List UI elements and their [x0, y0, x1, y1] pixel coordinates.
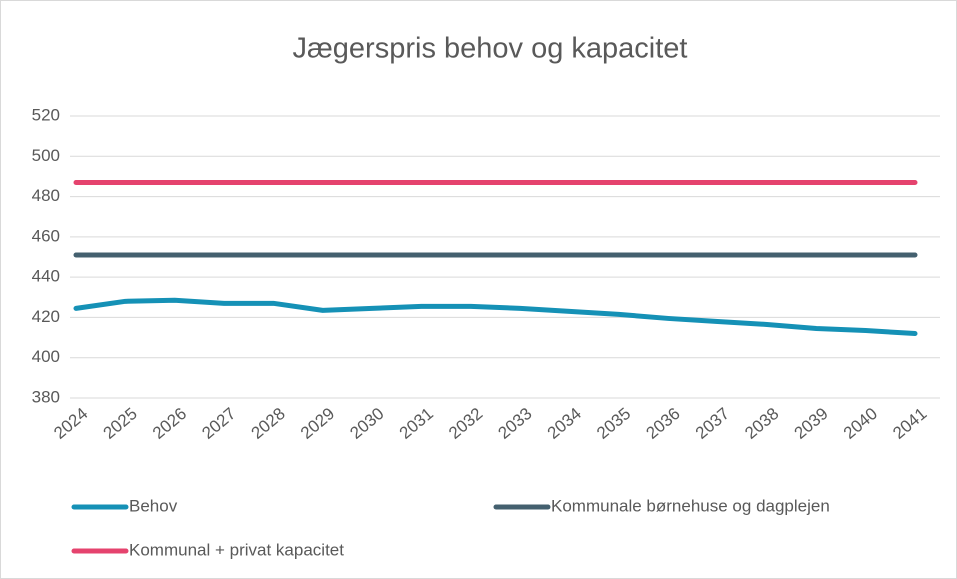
y-tick-label: 440 [32, 267, 60, 286]
series-line [73, 297, 918, 337]
y-tick-label: 500 [32, 146, 60, 165]
y-tick-label: 480 [32, 186, 60, 205]
y-tick-label: 460 [32, 226, 60, 245]
y-tick-label: 380 [32, 387, 60, 406]
chart-title: Jægerspris behov og kapacitet [293, 33, 688, 65]
y-tick-label: 400 [32, 347, 60, 366]
y-tick-label: 420 [32, 307, 60, 326]
legend-label: Behov [129, 496, 178, 515]
y-tick-label: 520 [32, 105, 60, 124]
legend-label: Kommunal + privat kapacitet [129, 540, 344, 559]
legend-label: Kommunale børnehuse og dagplejen [551, 496, 830, 515]
